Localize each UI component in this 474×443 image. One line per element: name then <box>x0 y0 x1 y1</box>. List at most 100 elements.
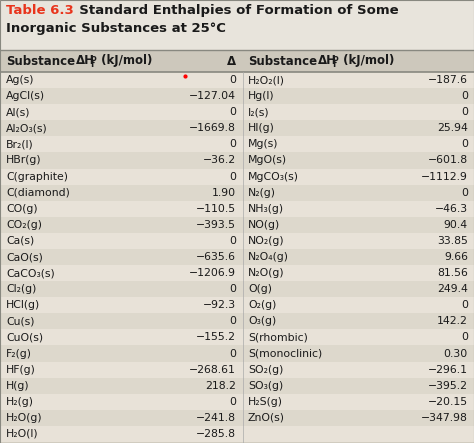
Text: −296.1: −296.1 <box>428 365 468 375</box>
Text: ZnO(s): ZnO(s) <box>248 413 285 423</box>
Text: H₂S(g): H₂S(g) <box>248 397 283 407</box>
Text: −268.61: −268.61 <box>189 365 236 375</box>
Text: Substance: Substance <box>6 54 75 67</box>
Text: Al(s): Al(s) <box>6 107 30 117</box>
Bar <box>0 0 474 50</box>
Text: Ag(s): Ag(s) <box>6 75 35 85</box>
Text: o: o <box>333 54 339 63</box>
Text: N₂(g): N₂(g) <box>248 188 276 198</box>
Text: 0: 0 <box>461 188 468 198</box>
Text: 0: 0 <box>229 140 236 149</box>
Bar <box>0 185 474 201</box>
Bar <box>0 410 474 426</box>
Bar <box>0 168 474 185</box>
Text: Hg(l): Hg(l) <box>248 91 274 101</box>
Text: MgCO₃(s): MgCO₃(s) <box>248 171 299 182</box>
Text: 0: 0 <box>229 397 236 407</box>
Text: 0: 0 <box>229 284 236 294</box>
Text: MgO(s): MgO(s) <box>248 155 287 166</box>
Text: −635.6: −635.6 <box>196 252 236 262</box>
Text: H₂O(g): H₂O(g) <box>6 413 43 423</box>
Text: H₂(g): H₂(g) <box>6 397 34 407</box>
Text: Ca(s): Ca(s) <box>6 236 34 246</box>
Bar <box>0 249 474 265</box>
Text: −110.5: −110.5 <box>196 204 236 214</box>
Bar <box>0 152 474 168</box>
Text: f: f <box>333 59 337 69</box>
Text: (kJ/mol): (kJ/mol) <box>97 54 152 67</box>
Text: ΔH: ΔH <box>76 54 95 67</box>
Text: CuO(s): CuO(s) <box>6 332 43 342</box>
Text: 0: 0 <box>461 300 468 310</box>
Text: 0: 0 <box>229 75 236 85</box>
Text: 0: 0 <box>229 171 236 182</box>
Text: f: f <box>91 59 95 69</box>
Text: −20.15: −20.15 <box>428 397 468 407</box>
Text: SO₃(g): SO₃(g) <box>248 381 283 391</box>
Text: −393.5: −393.5 <box>196 220 236 230</box>
Text: −347.98: −347.98 <box>421 413 468 423</box>
Text: Substance: Substance <box>248 54 317 67</box>
Text: −155.2: −155.2 <box>196 332 236 342</box>
Text: 218.2: 218.2 <box>205 381 236 391</box>
Bar <box>0 201 474 217</box>
Text: 0: 0 <box>461 91 468 101</box>
Text: Al₂O₃(s): Al₂O₃(s) <box>6 123 48 133</box>
Text: O₂(g): O₂(g) <box>248 300 276 310</box>
Text: NO₂(g): NO₂(g) <box>248 236 284 246</box>
Text: −1206.9: −1206.9 <box>189 268 236 278</box>
Text: SO₂(g): SO₂(g) <box>248 365 283 375</box>
Bar <box>0 120 474 136</box>
Text: −92.3: −92.3 <box>203 300 236 310</box>
Text: −1669.8: −1669.8 <box>189 123 236 133</box>
Text: −285.8: −285.8 <box>196 429 236 439</box>
Text: 90.4: 90.4 <box>444 220 468 230</box>
Text: 142.2: 142.2 <box>437 316 468 326</box>
Text: Cu(s): Cu(s) <box>6 316 35 326</box>
Text: Mg(s): Mg(s) <box>248 140 279 149</box>
Bar <box>0 377 474 394</box>
Bar <box>0 88 474 104</box>
Text: HF(g): HF(g) <box>6 365 36 375</box>
Text: 1.90: 1.90 <box>212 188 236 198</box>
Bar <box>0 361 474 377</box>
Text: C(diamond): C(diamond) <box>6 188 70 198</box>
Text: H₂O(l): H₂O(l) <box>6 429 38 439</box>
Text: 25.94: 25.94 <box>437 123 468 133</box>
Text: Δ: Δ <box>227 54 236 67</box>
Text: Standard Enthalpies of Formation of Some: Standard Enthalpies of Formation of Some <box>70 4 399 17</box>
Text: Inorganic Substances at 25°C: Inorganic Substances at 25°C <box>6 22 226 35</box>
Text: 33.85: 33.85 <box>437 236 468 246</box>
Text: 0: 0 <box>461 107 468 117</box>
Bar <box>0 394 474 410</box>
Text: Br₂(l): Br₂(l) <box>6 140 34 149</box>
Bar <box>0 297 474 313</box>
Text: N₂O(g): N₂O(g) <box>248 268 284 278</box>
Bar <box>0 72 474 88</box>
Text: CO₂(g): CO₂(g) <box>6 220 42 230</box>
Text: −241.8: −241.8 <box>196 413 236 423</box>
Text: CaO(s): CaO(s) <box>6 252 43 262</box>
Text: −601.8: −601.8 <box>428 155 468 166</box>
Text: S(rhombic): S(rhombic) <box>248 332 308 342</box>
Text: 81.56: 81.56 <box>437 268 468 278</box>
Text: Cl₂(g): Cl₂(g) <box>6 284 36 294</box>
Text: 0.30: 0.30 <box>444 349 468 358</box>
Text: −36.2: −36.2 <box>203 155 236 166</box>
Text: H₂O₂(l): H₂O₂(l) <box>248 75 285 85</box>
Text: NO(g): NO(g) <box>248 220 280 230</box>
Bar <box>0 104 474 120</box>
Text: CaCO₃(s): CaCO₃(s) <box>6 268 55 278</box>
Text: 0: 0 <box>229 107 236 117</box>
Bar <box>0 346 474 361</box>
Text: F₂(g): F₂(g) <box>6 349 32 358</box>
Text: O₃(g): O₃(g) <box>248 316 276 326</box>
Text: −1112.9: −1112.9 <box>421 171 468 182</box>
Bar <box>0 426 474 442</box>
Text: NH₃(g): NH₃(g) <box>248 204 284 214</box>
Text: o: o <box>91 54 97 63</box>
Text: HI(g): HI(g) <box>248 123 275 133</box>
Text: ΔH: ΔH <box>318 54 337 67</box>
Text: 249.4: 249.4 <box>437 284 468 294</box>
Bar <box>0 281 474 297</box>
